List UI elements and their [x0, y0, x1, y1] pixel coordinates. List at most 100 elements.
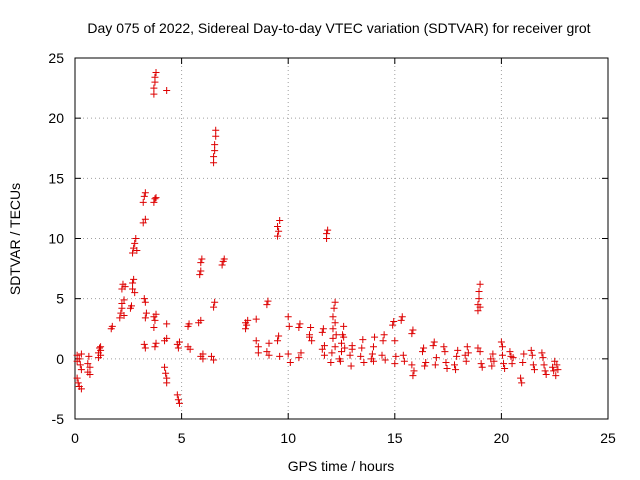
data-point — [329, 313, 337, 321]
data-point — [151, 73, 159, 81]
data-point — [369, 357, 377, 365]
data-point — [151, 195, 159, 203]
data-point — [380, 331, 388, 339]
data-point — [210, 303, 218, 311]
data-point — [274, 232, 282, 240]
x-tick-label: 10 — [280, 430, 296, 446]
data-point — [529, 361, 537, 369]
data-point — [150, 198, 158, 206]
data-point — [151, 343, 159, 351]
data-point — [432, 354, 440, 362]
data-point — [120, 296, 128, 304]
data-point — [554, 366, 562, 374]
data-point — [212, 132, 220, 140]
data-point — [399, 351, 407, 359]
data-point — [274, 337, 282, 345]
axis-ticks: 0 5 10 15 20 25 -5 0 5 10 15 20 25 — [48, 50, 616, 446]
data-point — [518, 379, 526, 387]
data-point — [462, 357, 470, 365]
data-point — [323, 230, 331, 238]
data-point — [173, 391, 181, 399]
data-points — [73, 68, 562, 407]
data-point — [506, 348, 514, 356]
data-point — [161, 363, 169, 371]
data-point — [150, 90, 158, 98]
data-point — [242, 325, 250, 333]
data-point — [74, 379, 82, 387]
data-point — [199, 355, 207, 363]
x-axis-label: GPS time / hours — [288, 458, 395, 474]
data-point — [509, 354, 517, 362]
data-point — [476, 348, 484, 356]
data-point — [264, 297, 272, 305]
data-point — [553, 361, 561, 369]
y-tick-label: 15 — [48, 170, 64, 186]
data-point — [274, 222, 282, 230]
data-point — [142, 309, 150, 317]
data-point — [453, 352, 461, 360]
y-tick-label: 5 — [56, 291, 64, 307]
data-point — [284, 313, 292, 321]
data-point — [242, 319, 250, 327]
data-point — [212, 126, 220, 134]
data-point — [331, 343, 339, 351]
data-point — [211, 147, 219, 155]
data-point — [108, 322, 116, 330]
data-point — [541, 367, 549, 375]
data-point — [331, 298, 339, 306]
data-point — [254, 349, 262, 357]
data-point — [210, 153, 218, 161]
data-point — [141, 314, 149, 322]
data-point — [320, 342, 328, 350]
data-point — [327, 358, 335, 366]
data-point — [368, 350, 376, 358]
data-point — [542, 370, 550, 378]
data-point — [409, 326, 417, 334]
data-point — [336, 357, 344, 365]
data-point — [450, 361, 458, 369]
data-point — [131, 289, 139, 297]
data-point — [129, 285, 137, 293]
data-point — [275, 332, 283, 340]
data-point — [141, 344, 149, 352]
x-tick-label: 0 — [71, 430, 79, 446]
data-point — [76, 361, 84, 369]
data-point — [319, 325, 327, 333]
data-point — [118, 299, 126, 307]
data-point — [348, 342, 356, 350]
data-point — [285, 322, 293, 330]
data-point — [500, 360, 508, 368]
data-point — [463, 343, 471, 351]
data-point — [152, 310, 160, 318]
data-point — [422, 358, 430, 366]
data-point — [163, 320, 171, 328]
data-point — [338, 339, 345, 347]
data-point — [527, 346, 535, 354]
data-point — [330, 304, 338, 312]
data-point — [152, 339, 160, 347]
data-point — [175, 338, 183, 346]
data-point — [409, 372, 417, 380]
data-point — [320, 351, 328, 359]
data-point — [474, 344, 482, 352]
data-point — [464, 349, 472, 357]
data-point — [150, 84, 158, 92]
data-point — [549, 363, 557, 371]
data-point — [408, 330, 416, 338]
data-point — [150, 324, 158, 332]
data-point — [276, 216, 284, 224]
data-point — [498, 351, 506, 359]
x-tick-label: 15 — [387, 430, 403, 446]
data-point — [129, 249, 137, 257]
data-point — [410, 367, 418, 375]
data-point — [477, 360, 485, 368]
data-point — [371, 333, 379, 341]
data-point — [275, 227, 283, 235]
data-point — [454, 346, 462, 354]
data-point — [307, 324, 315, 332]
y-tick-label: -5 — [52, 411, 65, 427]
data-point — [265, 351, 273, 359]
data-point — [163, 86, 171, 94]
